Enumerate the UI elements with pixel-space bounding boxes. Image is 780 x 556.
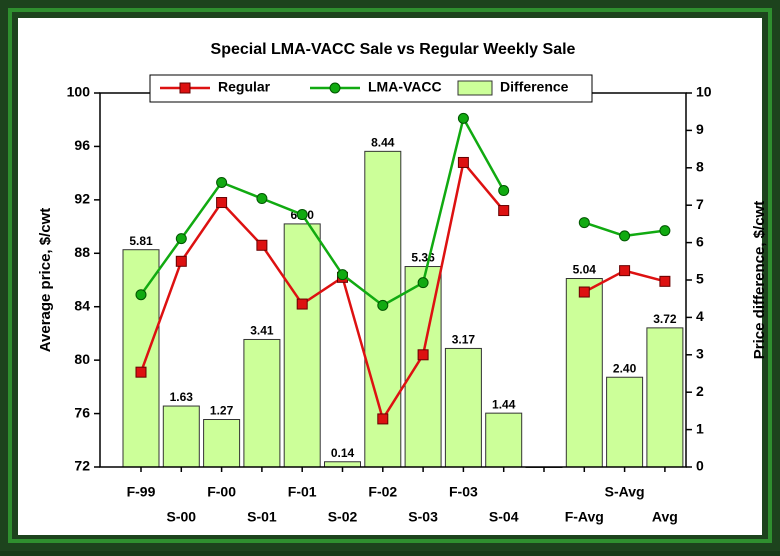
point: [135, 289, 147, 301]
bar-value-label: 5.81: [129, 234, 153, 248]
bar: [646, 327, 684, 468]
y2-tick-label: 5: [696, 271, 704, 287]
x-tick-label: F-02: [368, 484, 397, 500]
bar: [485, 412, 523, 468]
bar: [122, 249, 160, 468]
y2-tick-label: 10: [696, 84, 712, 100]
point: [135, 366, 147, 378]
bar: [283, 223, 321, 468]
y2-axis-label: Price difference, $/cwt: [751, 201, 768, 359]
y-tick-label: 76: [74, 404, 90, 420]
point: [377, 299, 389, 311]
bar-value-label: 1.63: [170, 390, 194, 404]
y2-tick-label: 6: [696, 233, 704, 249]
legend-label: Regular: [218, 79, 271, 95]
bar-value-label: 8.44: [371, 136, 395, 150]
x-tick-label: S-02: [328, 509, 358, 525]
frame-border: [8, 8, 772, 543]
y-tick-label: 80: [74, 351, 90, 367]
bar: [606, 376, 644, 468]
legend-marker: [329, 82, 341, 94]
bar: [565, 278, 603, 468]
point: [377, 413, 389, 425]
legend-swatch: [457, 80, 493, 96]
point: [619, 230, 631, 242]
point: [337, 269, 348, 281]
bar-value-label: 2.40: [613, 361, 637, 375]
bar-value-label: 5.04: [573, 263, 597, 277]
bar-value-label: 0.14: [331, 446, 355, 460]
x-tick-label: F-03: [449, 484, 478, 500]
point: [619, 265, 631, 277]
bar: [162, 405, 200, 468]
point: [457, 156, 469, 168]
point: [578, 286, 590, 298]
point: [498, 185, 510, 197]
bar-value-label: 1.44: [492, 397, 516, 411]
point: [578, 217, 590, 229]
bar: [444, 347, 482, 468]
x-tick-label: Avg: [652, 509, 678, 525]
x-tick-label: F-Avg: [565, 509, 604, 525]
x-tick-label: F-01: [288, 484, 317, 500]
x-tick-label: F-99: [127, 484, 156, 500]
point: [417, 277, 429, 289]
y-tick-label: 84: [74, 297, 90, 313]
point: [256, 193, 268, 205]
y2-tick-label: 9: [696, 121, 704, 137]
x-tick-label: F-00: [207, 484, 236, 500]
legend-label: Difference: [500, 79, 569, 95]
point: [216, 197, 228, 209]
y-tick-label: 72: [74, 458, 90, 474]
x-tick-label: S-Avg: [605, 484, 645, 500]
legend-box: [149, 74, 593, 103]
y2-tick-label: 3: [696, 346, 704, 362]
point: [256, 239, 268, 251]
legend-marker: [179, 82, 191, 94]
x-tick-label: S-04: [489, 509, 519, 525]
bar: [203, 419, 241, 468]
bar: [324, 461, 361, 468]
point: [296, 209, 308, 221]
point: [296, 298, 308, 310]
point: [498, 205, 510, 217]
bar: [243, 338, 281, 468]
chart-title: Special LMA-VACC Sale vs Regular Weekly …: [211, 41, 576, 58]
bar-value-label: 3.72: [653, 312, 677, 326]
y2-tick-label: 7: [696, 196, 704, 212]
point: [175, 233, 187, 245]
y-tick-label: 96: [74, 137, 90, 153]
y-tick-label: 88: [74, 244, 90, 260]
y2-tick-label: 1: [696, 420, 704, 436]
point: [659, 275, 671, 287]
point: [175, 255, 187, 267]
bar-value-label: 3.17: [452, 333, 476, 347]
legend-label: LMA-VACC: [368, 79, 442, 95]
x-tick-label: S-01: [247, 509, 277, 525]
x-tick-label: S-03: [408, 509, 438, 525]
y2-tick-label: 8: [696, 159, 704, 175]
point: [457, 112, 469, 124]
y2-tick-label: 2: [696, 383, 704, 399]
y-tick-label: 92: [74, 191, 90, 207]
y2-tick-label: 0: [696, 458, 704, 474]
y-tick-label: 100: [67, 84, 91, 100]
y2-tick-label: 4: [696, 308, 704, 324]
point: [216, 176, 228, 188]
point: [659, 225, 671, 237]
bar-value-label: 1.27: [210, 404, 234, 418]
x-tick-label: S-00: [167, 509, 197, 525]
point: [417, 349, 429, 361]
bar-value-label: 3.41: [250, 324, 274, 338]
y-axis-label: Average price, $/cwt: [37, 208, 54, 353]
